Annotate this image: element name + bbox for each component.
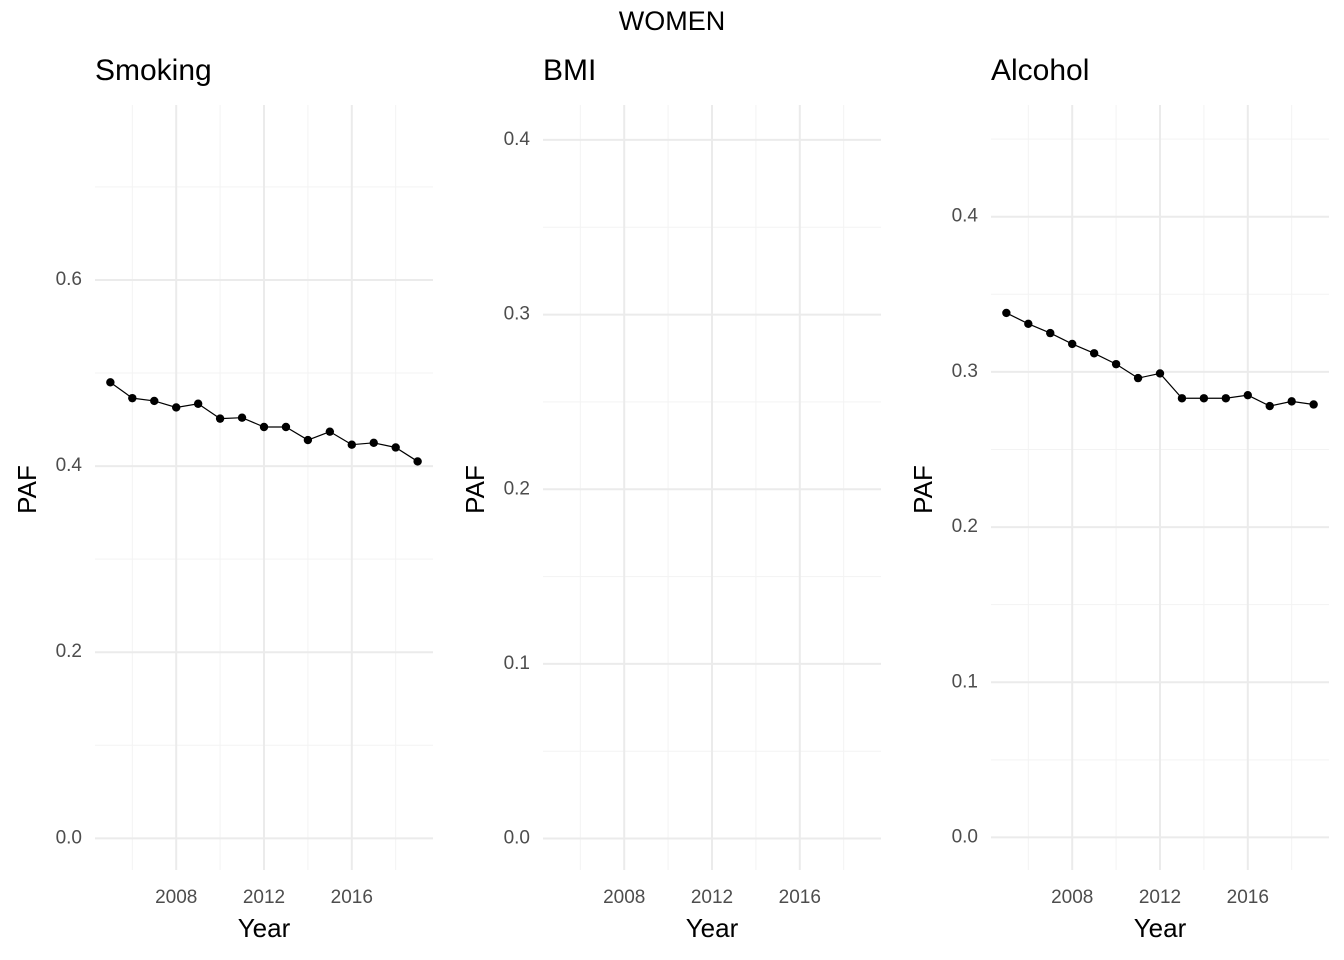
y-axis-label: PAF xyxy=(12,465,42,514)
data-point xyxy=(215,414,225,423)
x-tick-label: 2012 xyxy=(691,887,733,908)
data-point xyxy=(237,413,247,422)
y-tick-label: 0.4 xyxy=(504,129,531,150)
data-point xyxy=(1068,339,1077,349)
y-tick-label: 0.3 xyxy=(952,361,978,382)
data-point xyxy=(1089,349,1099,358)
data-point xyxy=(150,396,159,406)
y-tick-label: 0.0 xyxy=(56,827,82,848)
x-axis-label: Year xyxy=(238,913,291,943)
data-point xyxy=(1133,373,1143,383)
data-point xyxy=(172,403,181,412)
data-point xyxy=(1309,400,1318,409)
data-point xyxy=(1199,394,1209,403)
x-tick-label: 2012 xyxy=(1139,887,1181,908)
data-point xyxy=(347,440,356,449)
data-point xyxy=(1287,397,1296,406)
data-point xyxy=(413,457,422,466)
data-point xyxy=(369,438,378,448)
x-tick-label: 2016 xyxy=(779,887,821,908)
data-point xyxy=(106,378,115,387)
y-axis-label: PAF xyxy=(460,465,490,514)
data-point xyxy=(1046,328,1055,338)
data-point xyxy=(325,427,335,436)
data-point xyxy=(1243,390,1252,400)
y-tick-label: 0.3 xyxy=(504,304,530,325)
y-axis-label: PAF xyxy=(908,465,938,514)
y-tick-label: 0.0 xyxy=(952,826,978,847)
data-point xyxy=(1002,308,1011,318)
x-tick-label: 2012 xyxy=(243,887,285,908)
data-point xyxy=(128,393,137,403)
data-point xyxy=(1221,394,1231,403)
y-tick-label: 0.2 xyxy=(952,516,978,537)
data-point xyxy=(1111,359,1121,369)
y-tick-label: 0.2 xyxy=(504,478,530,499)
x-tick-label: 2016 xyxy=(331,887,373,908)
data-point xyxy=(281,422,291,432)
data-point xyxy=(1024,319,1033,328)
y-tick-label: 0.2 xyxy=(56,641,82,662)
y-tick-label: 0.4 xyxy=(952,206,979,227)
x-tick-label: 2008 xyxy=(1051,887,1093,908)
data-point xyxy=(391,443,400,452)
data-point xyxy=(1265,401,1274,411)
panel-title: Smoking xyxy=(95,54,212,87)
x-tick-label: 2008 xyxy=(603,887,645,908)
y-tick-label: 0.1 xyxy=(952,671,978,692)
data-point xyxy=(193,399,203,408)
data-point xyxy=(303,435,313,445)
x-axis-label: Year xyxy=(1134,913,1187,943)
y-tick-label: 0.0 xyxy=(504,828,530,849)
x-tick-label: 2008 xyxy=(155,887,197,908)
x-axis-label: Year xyxy=(686,913,739,943)
panel-title: BMI xyxy=(543,54,596,87)
y-tick-label: 0.6 xyxy=(56,269,82,290)
y-tick-label: 0.1 xyxy=(504,653,530,674)
y-tick-label: 0.4 xyxy=(56,455,83,476)
data-point xyxy=(259,422,269,432)
x-tick-label: 2016 xyxy=(1227,887,1269,908)
figure-title: WOMEN xyxy=(619,6,725,36)
data-point xyxy=(1155,369,1165,378)
panel-title: Alcohol xyxy=(991,54,1089,87)
data-point xyxy=(1177,394,1187,403)
